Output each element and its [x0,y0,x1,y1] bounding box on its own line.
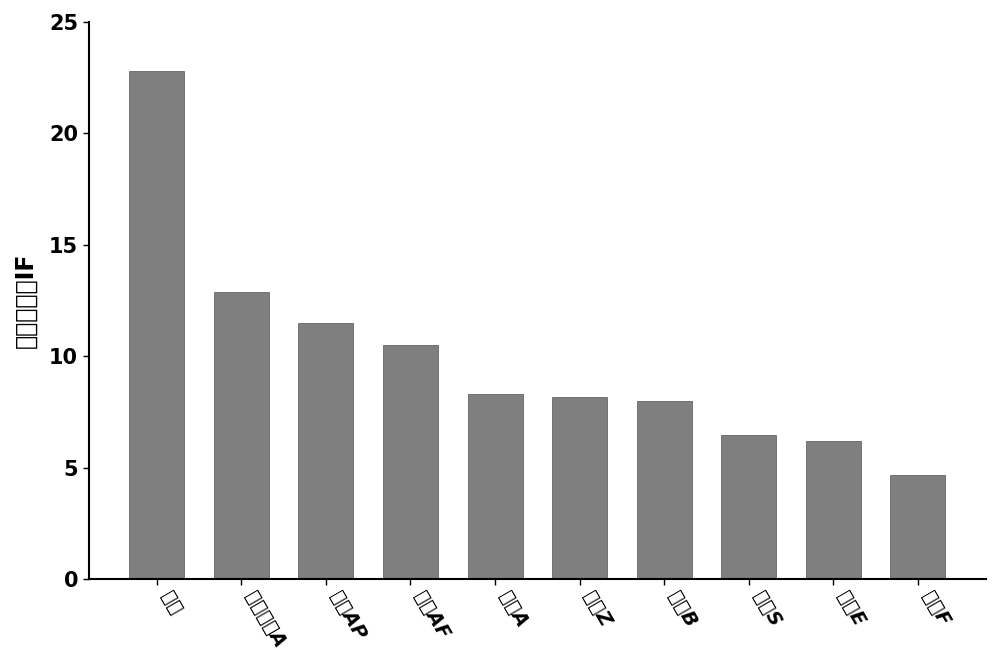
Bar [214,292,269,579]
Y-axis label: 印迹因子，IF: 印迹因子，IF [14,253,38,348]
Bar [637,401,692,579]
Bar [298,323,353,579]
Bar [129,71,184,579]
Bar [383,345,438,579]
Bar [721,434,776,579]
Bar [552,396,607,579]
Bar [806,441,861,579]
Bar [890,475,945,579]
Bar [468,394,523,579]
